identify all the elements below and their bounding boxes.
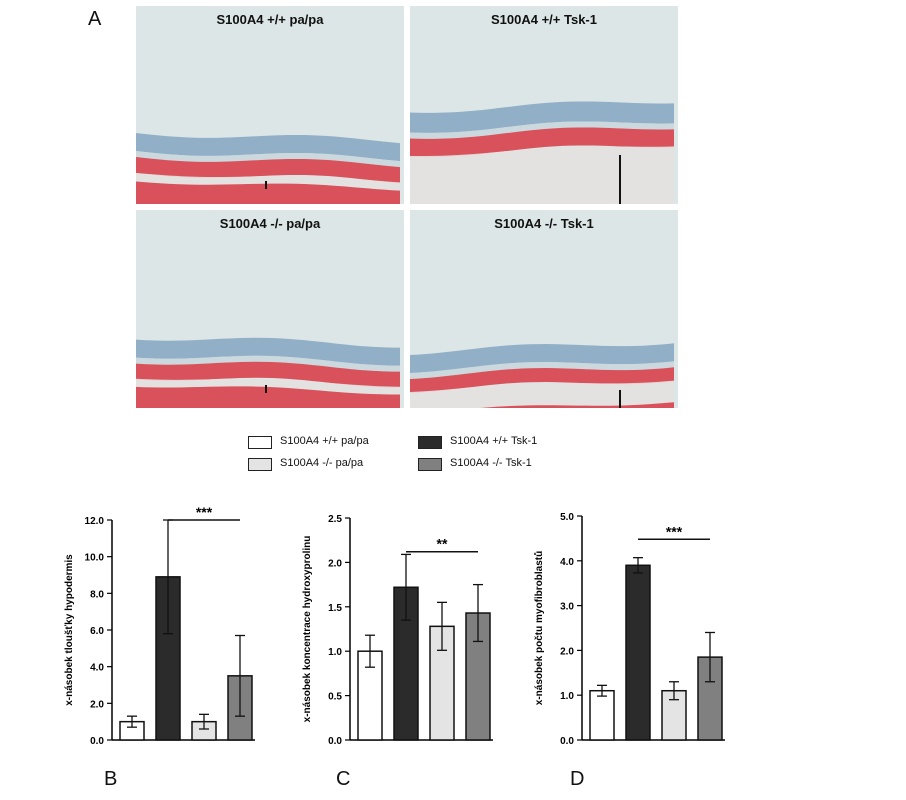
hypodermis-layer (410, 380, 674, 408)
y-tick-label: 2.0 (560, 646, 574, 657)
y-tick-label: 0.0 (328, 736, 342, 747)
chart-c: 0.0 0.5 1.0 1.5 2.0 2.5 x-násobek koncentrace … (302, 514, 493, 747)
significance-label: ** (437, 536, 448, 552)
histology-label: S100A4 -/- pa/pa (219, 216, 321, 231)
bar (589, 689, 615, 741)
y-tick-label: 3.0 (560, 602, 574, 613)
panel-a-letter: A (88, 8, 102, 30)
muscle-layer (136, 386, 400, 408)
y-tick-label: 1.0 (328, 647, 342, 658)
histology-image (136, 6, 404, 204)
epidermis-layer (410, 101, 674, 133)
significance-label: *** (196, 504, 213, 520)
collagen-layer (136, 361, 400, 388)
legend-label: S100A4 -/- Tsk-1 (450, 457, 532, 469)
y-tick-label: 1.5 (328, 603, 342, 614)
significance-label: *** (666, 523, 683, 539)
histology-label: S100A4 -/- Tsk-1 (494, 216, 594, 231)
y-tick-label: 5.0 (560, 512, 574, 523)
collagen-layer (410, 127, 674, 157)
chart-b: 0.0 2.0 4.0 6.0 8.0 10.0 12.0 x-násobek tloušťk… (64, 504, 255, 747)
hypodermis-layer (136, 172, 400, 191)
panel-b-letter: B (104, 768, 118, 790)
epidermis-layer (410, 343, 674, 373)
hypodermis-layer (136, 378, 400, 395)
legend-label: S100A4 +/+ Tsk-1 (450, 435, 538, 447)
bar (625, 564, 651, 741)
y-tick-label: 1.0 (560, 691, 574, 702)
bar (227, 675, 253, 741)
epidermis-layer (136, 337, 400, 366)
collagen-layer (136, 156, 400, 184)
y-tick-label: 8.0 (90, 589, 104, 600)
legend: S100A4 +/+ pa/pa S100A4 +/+ Tsk-1 S100A4… (248, 434, 568, 476)
y-tick-label: 12.0 (85, 516, 105, 527)
chart-d: 0.0 1.0 2.0 3.0 4.0 5.0 x-násobek počtu myofib… (533, 512, 725, 747)
y-tick-label: 0.0 (560, 736, 574, 747)
dermis-layer (136, 355, 400, 372)
hypodermis-layer (410, 146, 674, 204)
legend-swatch (248, 436, 272, 449)
histology-label: S100A4 +/+ pa/pa (216, 12, 324, 27)
collagen-layer (410, 367, 674, 393)
legend-swatch (248, 458, 272, 471)
y-tick-label: 10.0 (85, 553, 105, 564)
dermis-layer (410, 121, 674, 139)
panel-c-letter: C (336, 768, 351, 790)
y-axis-label: x-násobek počtu myofibroblastů (533, 551, 545, 705)
legend-label: S100A4 -/- pa/pa (280, 457, 364, 469)
legend-swatch (418, 436, 442, 449)
dermis-layer (410, 361, 674, 379)
histology-image (410, 210, 678, 408)
histology-image (410, 6, 678, 204)
y-tick-label: 6.0 (90, 626, 104, 637)
histology-panel-2: S100A4 +/+ Tsk-1 (410, 6, 678, 204)
histology-image (136, 210, 404, 408)
histology-panel-4: S100A4 -/- Tsk-1 (410, 210, 678, 408)
dermis-layer (136, 150, 400, 168)
legend-swatch (418, 458, 442, 471)
muscle-layer (480, 402, 674, 408)
y-tick-label: 0.5 (328, 692, 342, 703)
y-tick-label: 2.5 (328, 514, 342, 525)
legend-label: S100A4 +/+ pa/pa (280, 435, 369, 447)
y-tick-label: 4.0 (90, 663, 104, 674)
histology-panel-3: S100A4 -/- pa/pa (136, 210, 404, 408)
muscle-layer (136, 181, 400, 204)
histology-label: S100A4 +/+ Tsk-1 (491, 12, 597, 27)
y-tick-label: 0.0 (90, 736, 104, 747)
y-tick-label: 2.0 (328, 558, 342, 569)
y-tick-label: 2.0 (90, 699, 104, 710)
epidermis-layer (136, 132, 400, 162)
panel-d-letter: D (570, 768, 585, 790)
y-tick-label: 4.0 (560, 557, 574, 568)
y-axis-label: x-násobek tloušťky hypodermis (64, 554, 75, 706)
y-axis-label: x-násobek koncentrace hydroxyprolinu (302, 536, 313, 723)
histology-panel-1: S100A4 +/+ pa/pa (136, 6, 404, 204)
